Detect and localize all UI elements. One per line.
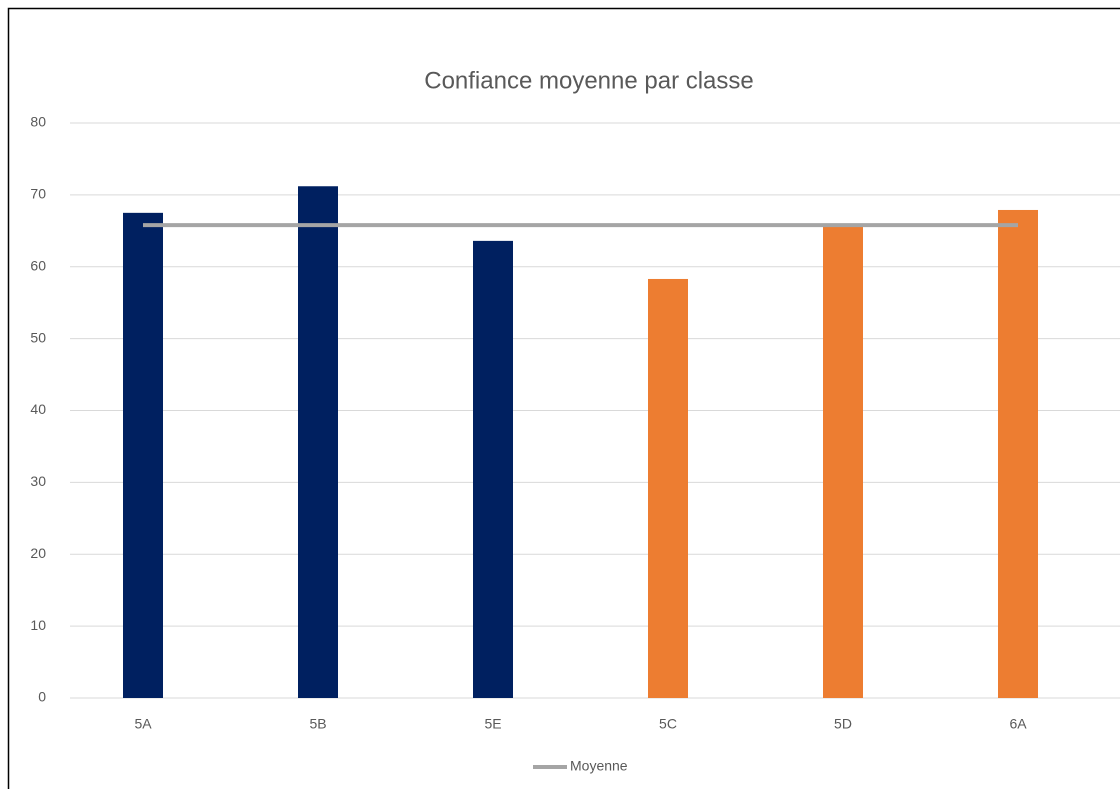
x-tick-label: 5A xyxy=(134,716,152,732)
x-tick-label: 5C xyxy=(659,716,677,732)
y-tick-label: 60 xyxy=(30,257,46,273)
y-tick-label: 40 xyxy=(30,401,46,417)
bar xyxy=(648,278,688,698)
x-tick-label: 5D xyxy=(834,716,852,732)
bar xyxy=(473,240,513,698)
y-tick-label: 30 xyxy=(30,473,46,489)
y-tick-label: 10 xyxy=(30,617,46,633)
x-tick-label: 6A xyxy=(1009,716,1027,732)
y-tick-label: 70 xyxy=(30,186,46,202)
bar xyxy=(123,212,163,698)
y-tick-label: 80 xyxy=(30,114,46,130)
y-tick-label: 20 xyxy=(30,545,46,561)
y-tick-label: 50 xyxy=(30,329,46,345)
x-tick-label: 5B xyxy=(309,716,326,732)
bar xyxy=(998,209,1038,698)
chart-frame xyxy=(7,7,1120,789)
x-tick-label: 5E xyxy=(484,716,501,732)
chart-title: Confiance moyenne par classe xyxy=(424,67,754,94)
y-tick-label: 0 xyxy=(38,689,46,705)
bar xyxy=(823,225,863,698)
legend-label: Moyenne xyxy=(570,758,628,774)
bar xyxy=(298,186,338,698)
